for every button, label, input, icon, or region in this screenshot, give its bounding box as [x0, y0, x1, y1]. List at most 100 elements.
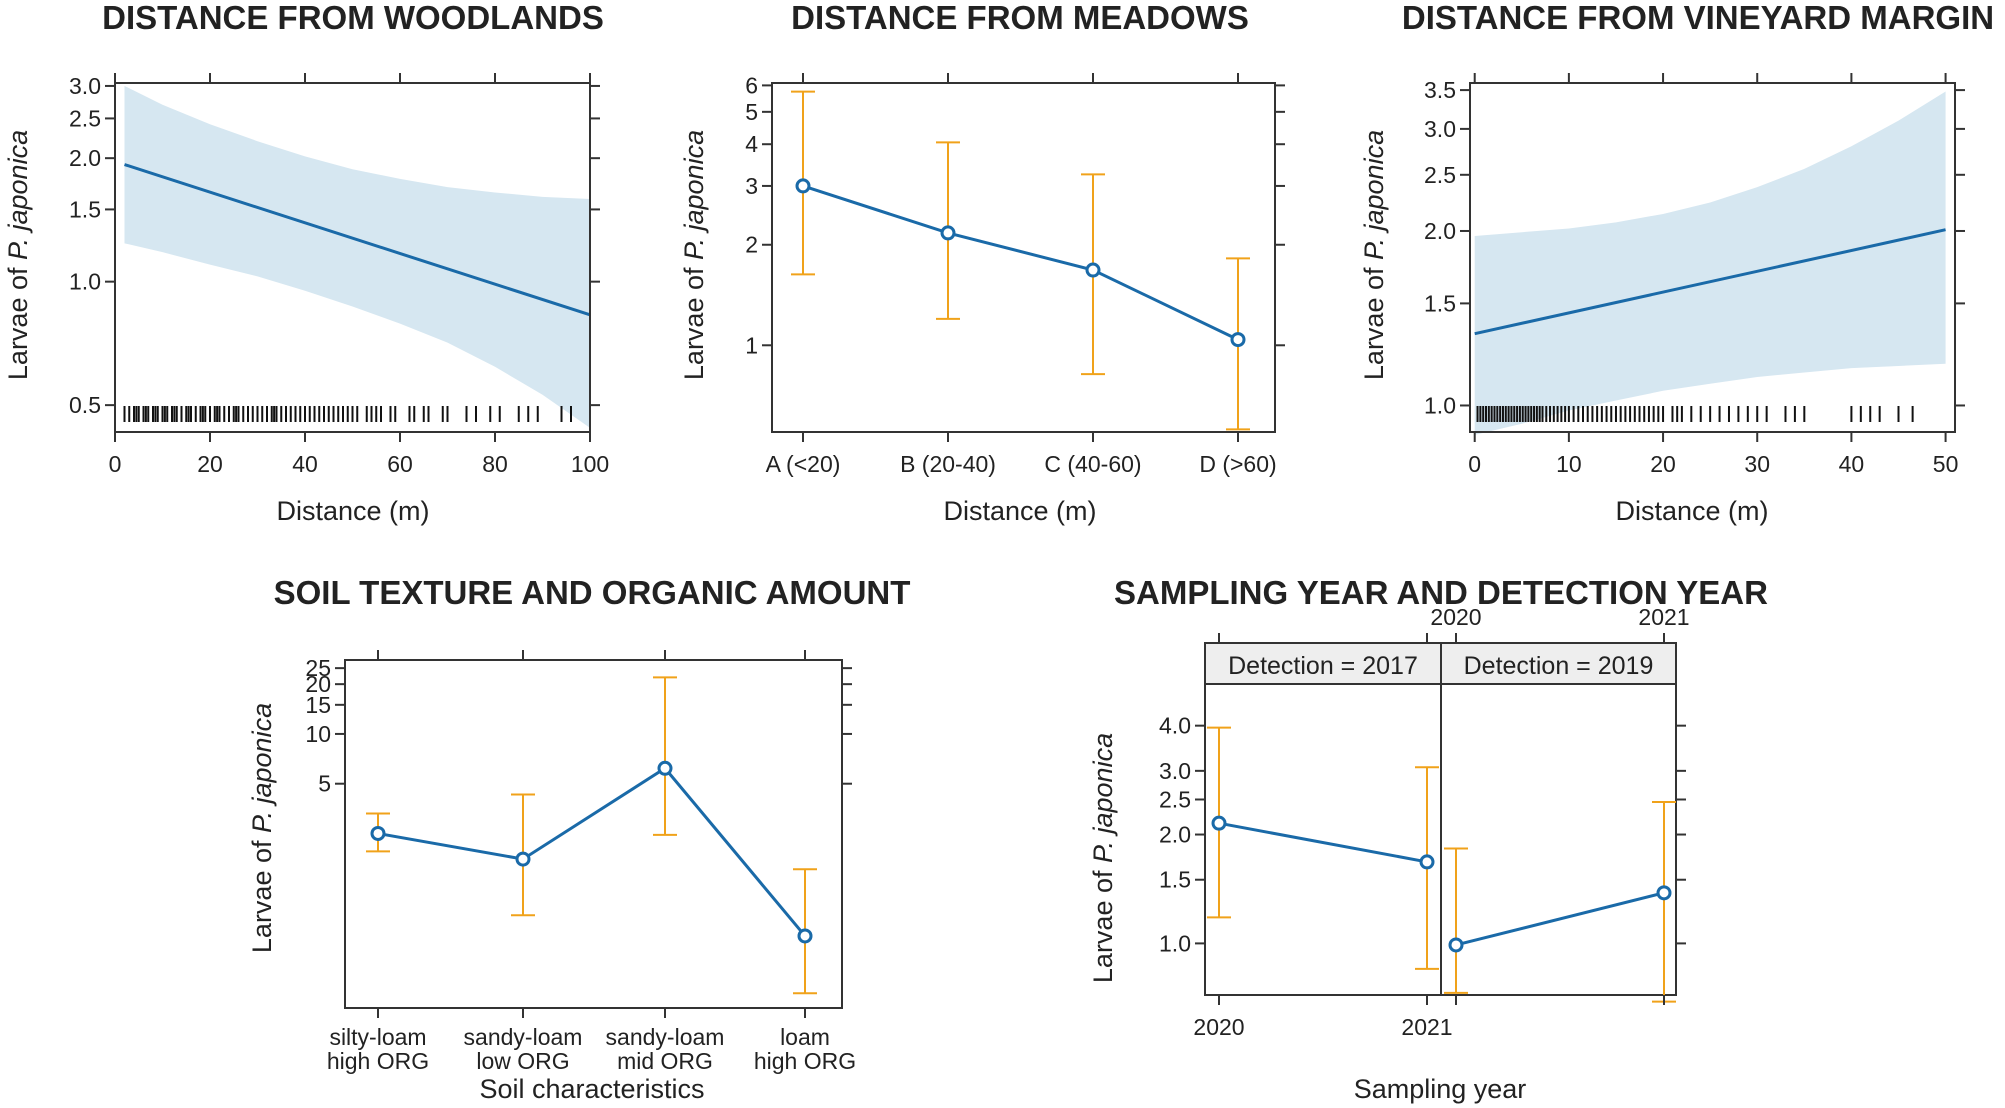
sampling-panel-2-point [1656, 885, 1672, 901]
meadows-ylabel-species: P. japonica [679, 130, 709, 260]
woodlands-ytick-label: 2.5 [69, 105, 101, 131]
vineyard-ytick-label: 3.0 [1424, 116, 1456, 142]
soil-xtick-label: loam high ORG [754, 1024, 856, 1074]
sampling-ytick-label: 2.5 [1159, 786, 1191, 812]
sampling-panel-2-strip [1440, 642, 1677, 685]
meadows-ytick-label: 2 [745, 232, 758, 258]
soil-xtick-label-line: sandy-loam [464, 1024, 583, 1050]
sampling-panel-1-series-line [1218, 821, 1428, 864]
soil-ytick-label: 10 [305, 721, 331, 747]
woodlands-xtick-label: 80 [482, 451, 508, 477]
soil-xlabel: Soil characteristics [479, 1074, 704, 1104]
sampling-ytick-label: 4.0 [1159, 713, 1191, 739]
sampling-panel-1-xtick-label: 2020 [1193, 1014, 1244, 1040]
sampling-panel-2-series-line [1455, 891, 1665, 947]
soil-series-line [377, 766, 807, 937]
woodlands-plot-frame [114, 82, 591, 433]
vineyard-ytick-label: 3.5 [1424, 77, 1456, 103]
woodlands-plot: 0.5 1.0 1.5 2.0 2.5 3.0 0 20 40 60 80 100 [69, 73, 609, 477]
soil-xtick-label: silty-loam high ORG [327, 1024, 429, 1074]
vineyard-xtick-label: 0 [1468, 451, 1481, 477]
meadows-ytick-label: 5 [745, 99, 758, 125]
woodlands-xtick-label: 40 [292, 451, 318, 477]
vineyard-confidence-band [1474, 91, 1946, 435]
sampling-ytick-label: 1.0 [1159, 930, 1191, 956]
vineyard-xtick-label: 10 [1556, 451, 1582, 477]
soil-title: SOIL TEXTURE AND ORGANIC AMOUNT [274, 574, 911, 611]
vineyard-xtick-label: 20 [1650, 451, 1676, 477]
meadows-ytick-label: 4 [745, 131, 758, 157]
soil-ylabel-species: P. japonica [247, 703, 277, 833]
sampling-plot: Detection = 2017 2020 2021 Detection = 2019… [1159, 604, 1690, 1040]
meadows-point [1085, 262, 1101, 278]
meadows-xlabel: Distance (m) [943, 496, 1096, 526]
soil-xtick-label-line: high ORG [327, 1048, 429, 1074]
vineyard-title: DISTANCE FROM VINEYARD MARGIN [1402, 0, 1994, 36]
sampling-ylabel-prefix: Larvae of [1088, 863, 1118, 983]
sampling-panel-1-strip-label: Detection = 2017 [1228, 652, 1418, 680]
sampling-panel-1-point [1211, 815, 1227, 831]
soil-ytick-label: 20 [305, 671, 331, 697]
woodlands-confidence-band [124, 85, 590, 428]
meadows-plot: 1 2 3 4 56 A (<20) B (20-40) C (40-60) D (>60) [745, 72, 1285, 477]
meadows-xtick-label: B (20-40) [900, 451, 996, 477]
meadows-ytick-label: 1 [745, 332, 758, 358]
vineyard-xtick-label: 30 [1744, 451, 1770, 477]
woodlands-xtick-label: 20 [197, 451, 223, 477]
soil-ytick-label: 5 [318, 771, 331, 797]
soil-plot-frame [344, 659, 843, 1009]
meadows-point [1230, 332, 1246, 348]
soil-ytick-label: 15 [305, 692, 331, 718]
sampling-panel-2-xtick-label: 2020 [1430, 604, 1481, 630]
sampling-ytick-label: 2.0 [1159, 822, 1191, 848]
soil-xtick-label-line: loam [780, 1024, 830, 1050]
woodlands-ytick-label: 1.5 [69, 196, 101, 222]
sampling-panel-2-xtick-label: 2021 [1638, 604, 1689, 630]
vineyard-xtick-label: 50 [1933, 451, 1959, 477]
sampling-panel-1-xtick-label: 2021 [1401, 1014, 1452, 1040]
meadows-ytick-label: 6 [745, 72, 758, 98]
woodlands-ylabel: Larvae of P. japonica [3, 130, 33, 380]
vineyard-ytick-label: 2.5 [1424, 162, 1456, 188]
soil-point [370, 825, 386, 841]
meadows-ytick-label: 3 [745, 173, 758, 199]
vineyard-xtick-label: 40 [1839, 451, 1865, 477]
woodlands-xlabel: Distance (m) [276, 496, 429, 526]
vineyard-plot-frame [1469, 82, 1956, 433]
woodlands-fit-line [124, 163, 591, 317]
soil-xtick-label-line: sandy-loam [606, 1024, 725, 1050]
meadows-ylabel: Larvae of P. japonica [679, 130, 709, 380]
vineyard-ytick-label: 1.5 [1424, 290, 1456, 316]
sampling-ytick-label: 1.5 [1159, 867, 1191, 893]
vineyard-plot: 1.0 1.5 2.0 2.5 3.0 3.5 0 10 20 30 40 50 [1424, 73, 1965, 477]
soil-point [797, 928, 813, 944]
soil-xtick-label-line: mid ORG [617, 1048, 713, 1074]
meadows-plot-frame [771, 82, 1276, 433]
woodlands-xtick-label: 100 [571, 451, 609, 477]
meadows-point [795, 178, 811, 194]
meadows-ylabel-prefix: Larvae of [679, 260, 709, 380]
meadows-xtick-label: A (<20) [766, 451, 841, 477]
sampling-xlabel: Sampling year [1354, 1074, 1527, 1104]
sampling-ytick-label: 3.0 [1159, 758, 1191, 784]
woodlands-xtick-label: 0 [109, 451, 122, 477]
meadows-xtick-label: C (40-60) [1044, 451, 1141, 477]
woodlands-ytick-label: 0.5 [69, 392, 101, 418]
woodlands-ytick-label: 2.0 [69, 145, 101, 171]
soil-xtick-label: sandy-loam mid ORG [606, 1024, 725, 1074]
sampling-panel-1-point [1419, 854, 1435, 870]
woodlands-ylabel-prefix: Larvae of [3, 260, 33, 380]
meadows-title: DISTANCE FROM MEADOWS [791, 0, 1249, 36]
sampling-panel-2-strip-label: Detection = 2019 [1464, 652, 1654, 680]
sampling-panel-2-point [1448, 937, 1464, 953]
meadows-series-line [802, 184, 1239, 341]
vineyard-ylabel-species: P. japonica [1359, 130, 1389, 260]
sampling-panel-1-frame [1204, 683, 1442, 996]
soil-ylabel: Larvae of P. japonica [247, 703, 277, 953]
vineyard-ytick-label: 2.0 [1424, 218, 1456, 244]
soil-ylabel-prefix: Larvae of [247, 833, 277, 953]
vineyard-ytick-label: 1.0 [1424, 392, 1456, 418]
vineyard-ylabel-prefix: Larvae of [1359, 260, 1389, 380]
